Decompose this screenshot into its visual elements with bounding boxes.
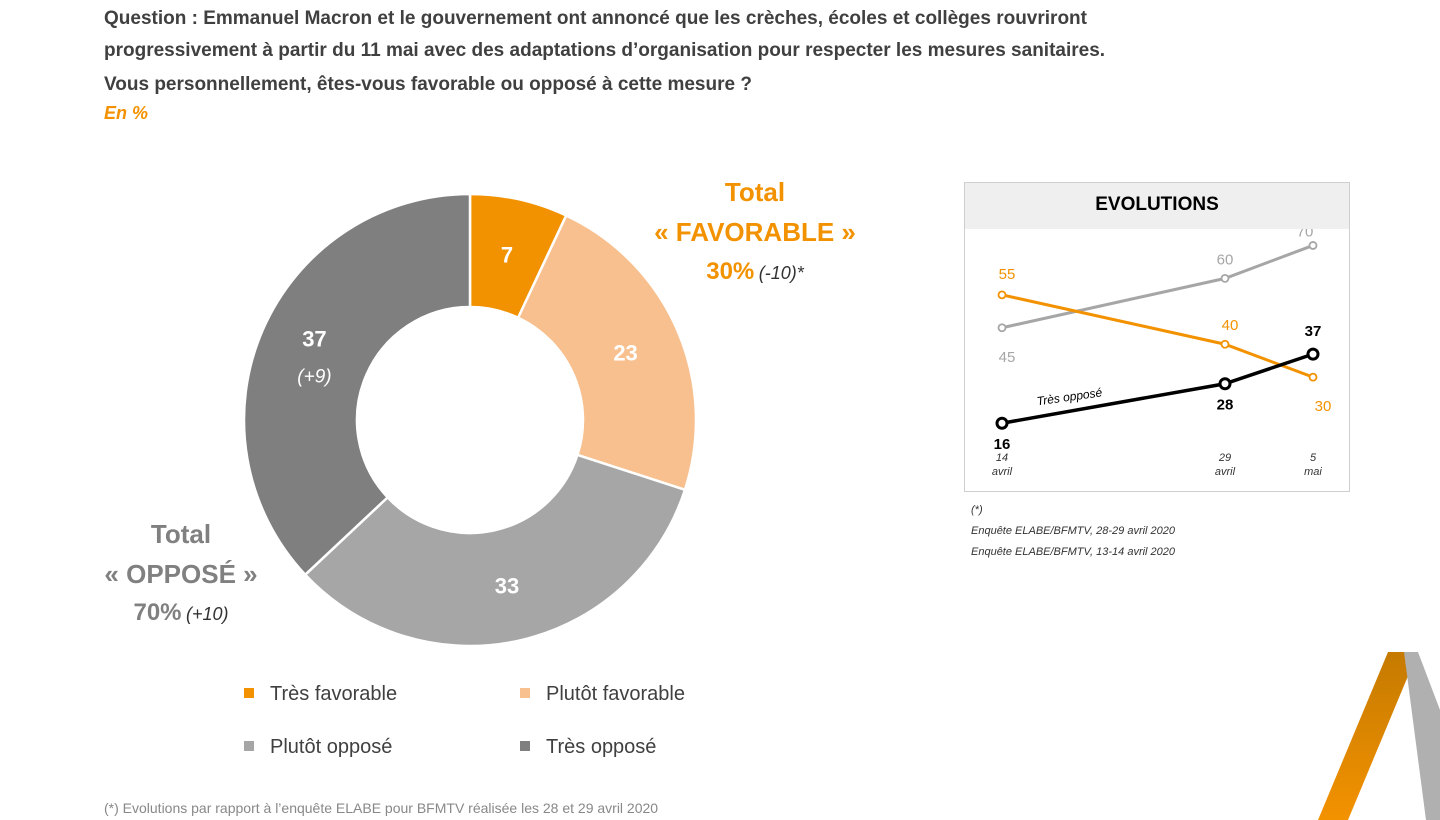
donut-slice: [516, 213, 698, 492]
evolution-point: [1218, 377, 1232, 391]
legend-swatch: [244, 740, 254, 751]
evolution-point: [997, 323, 1007, 333]
donut-slice: [303, 453, 687, 648]
evolution-value-label: 40: [1222, 317, 1239, 334]
legend-plutot-oppose: Plutôt opposé: [244, 736, 392, 759]
donut-annotation: (+9): [297, 367, 331, 388]
legend-swatch: [244, 687, 254, 698]
evolution-value-label: 55: [999, 266, 1016, 283]
evolution-point: [1308, 241, 1318, 250]
total-favorable: Total « FAVORABLE » 30% (-10)*: [640, 172, 870, 295]
total-oppose-label1: Total: [150, 519, 212, 549]
total-oppose-label2: « OPPOSÉ »: [104, 559, 258, 589]
evolution-point: [1308, 372, 1318, 382]
total-oppose-pct: 70%: [133, 599, 182, 626]
evolution-value-label: 37: [1305, 323, 1322, 340]
unit-label: En %: [104, 103, 149, 123]
legend-tres-oppose: Très opposé: [520, 736, 656, 759]
evolution-series-line: [1001, 244, 1314, 330]
total-favorable-label1: Total: [724, 177, 786, 207]
evolution-series-line: [1001, 352, 1314, 425]
legend-label: Très favorable: [270, 683, 398, 705]
donut-slice: [242, 192, 472, 577]
legend-plutot-favorable: Plutôt favorable: [520, 683, 685, 706]
total-oppose: Total « OPPOSÉ » 70% (+10): [86, 514, 276, 635]
evolution-value-label: 70: [1297, 229, 1314, 240]
evolutions-notes: (*) Enquête ELABE/BFMTV, 28-29 avril 202…: [971, 500, 1175, 563]
evolution-series-line: [1001, 293, 1314, 379]
total-favorable-delta: (-10)*: [758, 263, 804, 283]
x-tick-label: 14 avril: [992, 452, 1013, 478]
series-inline-label: Très opposé: [1036, 385, 1103, 408]
note-source-1: Enquête ELABE/BFMTV, 28-29 avril 2020: [971, 525, 1176, 537]
evolutions-line-chart: 45 60 70 55 40 30 16 28 37 Très opposé 14 avril 29 av…: [992, 229, 1332, 478]
donut-value-label: 7: [501, 243, 513, 268]
elabe-logo: [1318, 652, 1440, 820]
evolution-value-label: 28: [1217, 397, 1234, 414]
evolution-value-label: 60: [1217, 251, 1234, 268]
note-source-2: Enquête ELABE/BFMTV, 13-14 avril 2020: [971, 546, 1176, 558]
donut-value-label: 23: [613, 341, 637, 366]
donut-value-label: 33: [495, 573, 519, 598]
evolutions-panel: EVOLUTIONS 45 60 70 55 40 30 16 28 37 Très opposé…: [964, 182, 1350, 492]
evolution-point: [1306, 347, 1320, 361]
evolution-point: [997, 290, 1007, 300]
legend-label: Plutôt favorable: [546, 683, 685, 705]
evolutions-title: EVOLUTIONS: [965, 183, 1349, 229]
total-favorable-pct: 30%: [706, 258, 755, 285]
donut-chart: 7 23 33 37 (+9): [242, 192, 698, 648]
evolution-point: [1220, 339, 1230, 349]
total-oppose-delta: (+10): [185, 604, 229, 624]
evolution-point: [1220, 273, 1230, 283]
evolution-value-label: 16: [994, 436, 1011, 453]
question-line-3: Vous personnellement, êtes-vous favorabl…: [104, 74, 752, 95]
x-tick-label: 29 avril: [1215, 452, 1236, 478]
evolution-point: [995, 416, 1009, 430]
x-tick-label: 5 mai: [1304, 452, 1322, 478]
legend-tres-favorable: Très favorable: [244, 683, 397, 706]
footer-note: (*) Evolutions par rapport à l’enquête E…: [104, 800, 659, 816]
legend-label: Très opposé: [546, 736, 657, 758]
question-line-1: Question : Emmanuel Macron et le gouvern…: [104, 8, 1087, 29]
evolution-value-label: 45: [999, 349, 1016, 366]
legend-swatch: [520, 740, 530, 751]
note-asterisk: (*): [971, 504, 983, 516]
legend-swatch: [520, 687, 530, 698]
question-line-2: progressivement à partir du 11 mai avec …: [104, 40, 1106, 61]
evolution-value-label: 30: [1315, 398, 1332, 415]
total-favorable-label2: « FAVORABLE »: [654, 217, 856, 247]
donut-value-label: 37: [302, 327, 326, 352]
legend-label: Plutôt opposé: [270, 736, 393, 758]
